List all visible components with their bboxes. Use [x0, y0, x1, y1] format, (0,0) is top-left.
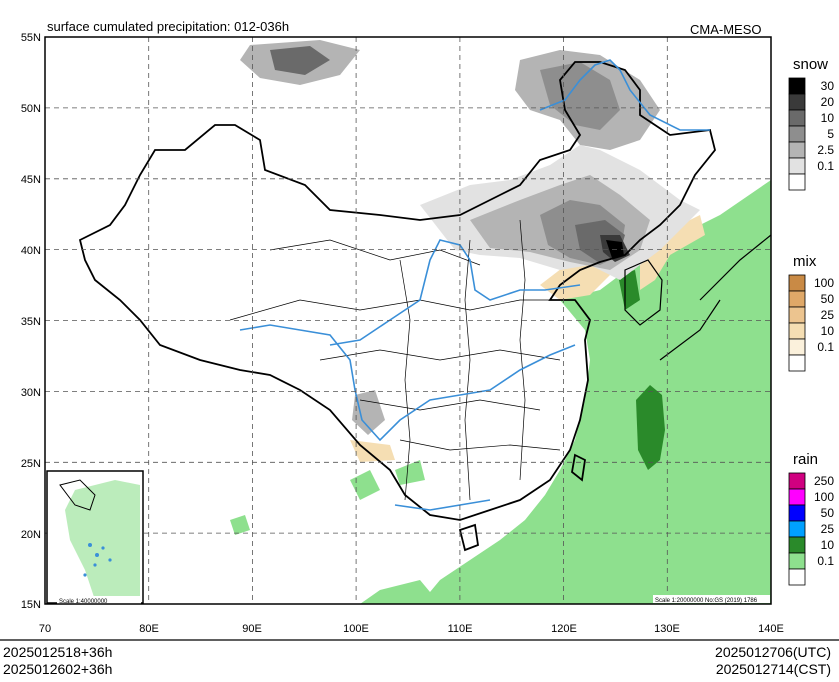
- inset-map: Scale 1:40000000: [46, 470, 144, 605]
- valid-time-utc: 2025012706(UTC): [715, 644, 831, 660]
- main-scale: Scale 1:20000000 No:GS (2019) 1786: [655, 598, 758, 604]
- rivers: [239, 59, 710, 511]
- lat-label: 35N: [21, 316, 41, 328]
- lat-axis-labels: 55N 50N 45N 40N 35N 30N 25N 20N 15N: [21, 32, 41, 611]
- lon-label: 70: [39, 623, 51, 635]
- legend-level: 5: [827, 127, 834, 141]
- legend-swatch: [788, 488, 806, 506]
- legend-level: 30: [821, 79, 835, 93]
- map-panel: Scale 1:40000000 Scale 1:20000000 No:GS …: [44, 36, 772, 605]
- legend-level: 10: [821, 111, 835, 125]
- legend-level: 50: [821, 506, 835, 520]
- init-time-cst: 2025012602+36h: [3, 661, 113, 677]
- legend-swatch: [788, 157, 806, 175]
- source-label: CMA-MESO: [690, 22, 762, 37]
- legend-swatch: [788, 290, 806, 308]
- graticule: [45, 37, 771, 604]
- legend-level: 100: [814, 276, 834, 290]
- legend-swatch-none: [788, 354, 806, 372]
- legend-mix: mix 100 50 25 10 0.1: [788, 253, 835, 372]
- snow-field: [240, 40, 700, 435]
- lon-axis-labels: 70 80E 90E 100E 110E 120E 130E 140E: [39, 623, 784, 635]
- legend-swatch: [788, 472, 806, 490]
- legend-swatch: [788, 125, 806, 143]
- lon-label: 80E: [139, 623, 159, 635]
- map-frame: [44, 36, 772, 605]
- lat-label: 40N: [21, 245, 41, 257]
- legend-level: 20: [821, 95, 835, 109]
- legend-swatch: [788, 338, 806, 356]
- lon-label: 110E: [448, 623, 473, 635]
- legend-swatch-none: [788, 173, 806, 191]
- legend-swatch: [788, 504, 806, 522]
- lat-label: 55N: [21, 32, 41, 44]
- legend-level: 50: [821, 292, 835, 306]
- legend-level: 100: [814, 490, 834, 504]
- lon-label: 120E: [551, 623, 577, 635]
- inset-scale: Scale 1:40000000: [59, 599, 108, 605]
- legend-level: 10: [821, 538, 835, 552]
- legend-swatch: [788, 306, 806, 324]
- legend-swatch: [788, 322, 806, 340]
- rain-field: [230, 180, 771, 604]
- lat-label: 30N: [21, 387, 41, 399]
- legend-swatch-none: [788, 568, 806, 586]
- legend-title: mix: [793, 253, 817, 270]
- legend-swatch: [788, 141, 806, 159]
- lat-label: 20N: [21, 529, 41, 541]
- legend-rain: rain 250 100 50 25 10 0.1: [788, 451, 835, 586]
- legend-snow: snow 30 20 10 5 2.5 0.1: [788, 56, 835, 191]
- legend-level: 0.1: [817, 554, 834, 568]
- legend-level: 250: [814, 474, 834, 488]
- legend-level: 2.5: [817, 143, 834, 157]
- legend-swatch: [788, 536, 806, 554]
- legend-swatch: [788, 77, 806, 95]
- legend-swatch: [788, 109, 806, 127]
- lon-label: 140E: [758, 623, 784, 635]
- init-time-utc: 2025012518+36h: [3, 644, 113, 660]
- legend-level: 25: [821, 308, 835, 322]
- lon-label: 90E: [242, 623, 262, 635]
- legend-swatch: [788, 93, 806, 111]
- lon-label: 100E: [343, 623, 369, 635]
- lat-label: 50N: [21, 103, 41, 115]
- legend-level: 0.1: [817, 159, 834, 173]
- lat-label: 45N: [21, 174, 41, 186]
- rain-heavy: [618, 270, 665, 470]
- legend-swatch: [788, 520, 806, 538]
- lon-label: 130E: [654, 623, 680, 635]
- lat-label: 25N: [21, 458, 41, 470]
- legend-swatch: [788, 552, 806, 570]
- boundaries: [78, 61, 772, 552]
- lat-label: 15N: [21, 599, 41, 611]
- legend-swatch: [788, 274, 806, 292]
- legend-level: 10: [821, 324, 835, 338]
- valid-time-cst: 2025012714(CST): [715, 661, 831, 677]
- legend-title: snow: [793, 56, 828, 73]
- legend-title: rain: [793, 451, 818, 468]
- legend-level: 0.1: [817, 340, 834, 354]
- legend-level: 25: [821, 522, 835, 536]
- map-title: surface cumulated precipitation: 012-036…: [47, 19, 290, 34]
- legends: snow 30 20 10 5 2.5 0.1 mix 100 50 25 10 0.1 rain 250 1…: [788, 56, 835, 586]
